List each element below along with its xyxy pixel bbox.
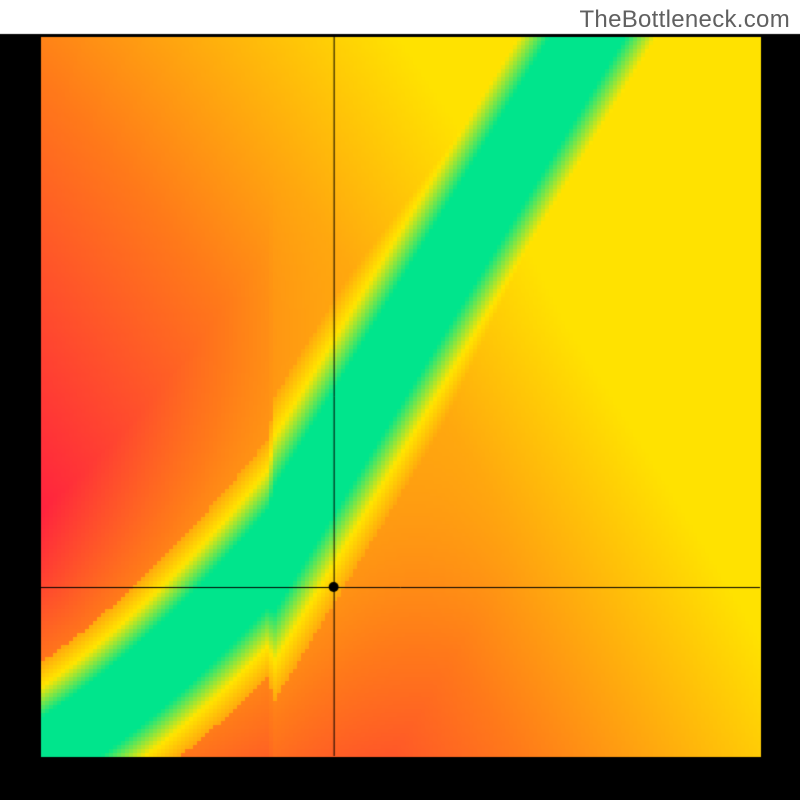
chart-container: TheBottleneck.com — [0, 0, 800, 800]
watermark-text: TheBottleneck.com — [579, 6, 790, 34]
heatmap-canvas — [0, 0, 800, 800]
